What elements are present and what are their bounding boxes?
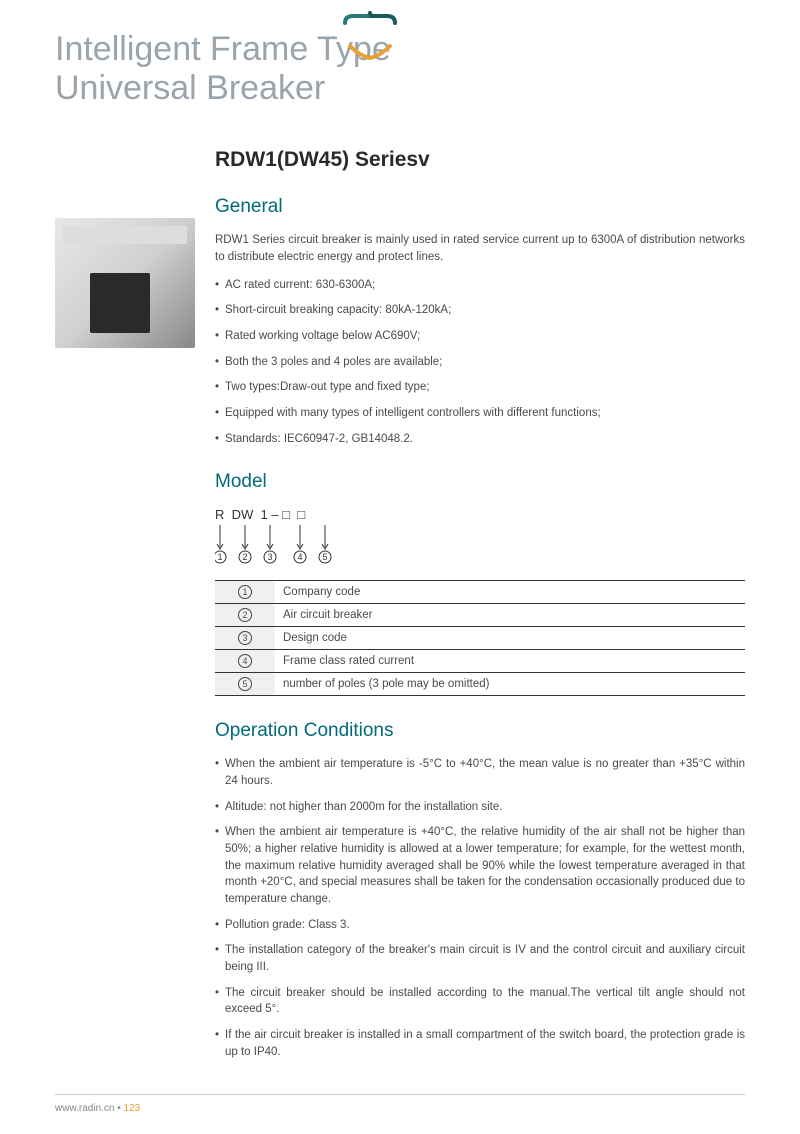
svg-text:2: 2 bbox=[242, 552, 247, 562]
list-item: Pollution grade: Class 3. bbox=[215, 917, 745, 934]
circled-number: 1 bbox=[238, 585, 252, 599]
general-intro: RDW1 Series circuit breaker is mainly us… bbox=[215, 232, 745, 267]
page-number: 123 bbox=[124, 1103, 141, 1114]
circled-number: 3 bbox=[238, 631, 252, 645]
table-cell: Company code bbox=[275, 581, 745, 604]
model-heading: Model bbox=[215, 471, 745, 493]
table-cell: number of poles (3 pole may be omitted) bbox=[275, 673, 745, 696]
page-footer: www.radin.cn • 123 bbox=[55, 1094, 745, 1114]
operation-bullets: When the ambient air temperature is -5°C… bbox=[215, 756, 745, 1060]
document-header: Intelligent Frame Type Universal Breaker bbox=[55, 30, 745, 108]
svg-text:5: 5 bbox=[322, 552, 327, 562]
list-item: Equipped with many types of intelligent … bbox=[215, 405, 745, 422]
list-item: Two types:Draw-out type and fixed type; bbox=[215, 379, 745, 396]
table-row: 1 Company code bbox=[215, 581, 745, 604]
operation-heading: Operation Conditions bbox=[215, 720, 745, 742]
table-cell: Air circuit breaker bbox=[275, 604, 745, 627]
table-cell: Design code bbox=[275, 627, 745, 650]
general-heading: General bbox=[215, 196, 745, 218]
table-cell: Frame class rated current bbox=[275, 650, 745, 673]
table-row: 2 Air circuit breaker bbox=[215, 604, 745, 627]
list-item: AC rated current: 630-6300A; bbox=[215, 277, 745, 294]
circled-number: 4 bbox=[238, 654, 252, 668]
general-bullets: AC rated current: 630-6300A; Short-circu… bbox=[215, 277, 745, 448]
product-photo bbox=[55, 218, 195, 348]
list-item: When the ambient air temperature is -5°C… bbox=[215, 756, 745, 789]
svg-text:4: 4 bbox=[297, 552, 302, 562]
list-item: Standards: IEC60947-2, GB14048.2. bbox=[215, 431, 745, 448]
series-title: RDW1(DW45) Seriesv bbox=[215, 148, 745, 172]
shield-logo-icon bbox=[335, 8, 405, 68]
list-item: The circuit breaker should be installed … bbox=[215, 985, 745, 1018]
model-table: 1 Company code 2 Air circuit breaker 3 Desi… bbox=[215, 580, 745, 696]
model-diagram: R DW 1 – □ □ 1 2 3 4 5 bbox=[215, 507, 745, 570]
footer-separator: • bbox=[114, 1103, 123, 1114]
svg-text:1: 1 bbox=[217, 552, 222, 562]
table-row: 3 Design code bbox=[215, 627, 745, 650]
model-code-text: R DW 1 – □ □ bbox=[215, 507, 305, 522]
list-item: Rated working voltage below AC690V; bbox=[215, 328, 745, 345]
list-item: Both the 3 poles and 4 poles are availab… bbox=[215, 354, 745, 371]
svg-text:3: 3 bbox=[267, 552, 272, 562]
circled-number: 2 bbox=[238, 608, 252, 622]
table-row: 4 Frame class rated current bbox=[215, 650, 745, 673]
right-column: RDW1(DW45) Seriesv General RDW1 Series c… bbox=[215, 148, 745, 1069]
table-row: 5 number of poles (3 pole may be omitted) bbox=[215, 673, 745, 696]
list-item: The installation category of the breaker… bbox=[215, 942, 745, 975]
list-item: If the air circuit breaker is installed … bbox=[215, 1027, 745, 1060]
list-item: When the ambient air temperature is +40°… bbox=[215, 824, 745, 907]
left-column bbox=[55, 148, 195, 1069]
list-item: Short-circuit breaking capacity: 80kA-12… bbox=[215, 302, 745, 319]
circled-number: 5 bbox=[238, 677, 252, 691]
footer-site: www.radin.cn bbox=[55, 1103, 114, 1114]
list-item: Altitude: not higher than 2000m for the … bbox=[215, 799, 745, 816]
title-line-2: Universal Breaker bbox=[55, 69, 325, 107]
